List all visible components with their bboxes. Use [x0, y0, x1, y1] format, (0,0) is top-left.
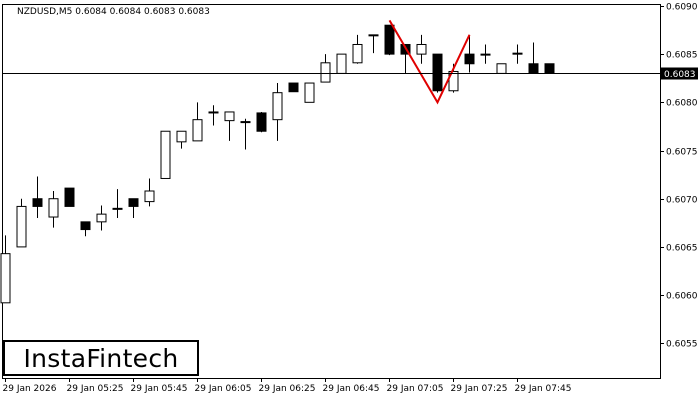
- candle: [304, 82, 315, 103]
- candle: [192, 102, 203, 142]
- candle-body-bull: [176, 130, 187, 143]
- candle: [272, 83, 283, 141]
- plot-frame: [2, 4, 661, 379]
- candle-body-bull: [112, 207, 123, 210]
- candle-body-bull: [224, 111, 235, 122]
- candle: [528, 42, 539, 74]
- candle: [208, 105, 219, 126]
- candle: [320, 54, 331, 83]
- candle-body-bull: [208, 111, 219, 114]
- candle: [64, 187, 75, 207]
- candle-body-bear: [64, 187, 75, 207]
- double-bottom-pattern-line: [388, 19, 471, 105]
- candle-body-bull: [16, 205, 27, 248]
- candle-body-bull: [416, 43, 427, 55]
- candle-body-bull: [160, 130, 171, 179]
- candle: [240, 118, 251, 150]
- candle: [416, 34, 427, 64]
- candle-body-bull: [320, 62, 331, 83]
- x-tick-label: 29 Jan 07:45: [515, 384, 572, 394]
- candle-body-bull: [0, 253, 11, 304]
- candle-body-bull: [368, 34, 379, 37]
- candle: [144, 178, 155, 207]
- x-tick-label: 29 Jan 05:25: [67, 384, 124, 394]
- candle: [160, 130, 171, 179]
- candle-body-bull: [304, 82, 315, 103]
- y-tick-label: 0.6085: [666, 51, 698, 61]
- candle-body-bull: [352, 43, 363, 64]
- candle-body-bull: [480, 53, 491, 56]
- x-tick-label: 29 Jan 2026: [3, 384, 57, 394]
- candle: [224, 111, 235, 141]
- logo-text: InstaFintech: [23, 343, 179, 373]
- candle: [16, 198, 27, 248]
- chart-title: NZDUSD,M5 0.6084 0.6084 0.6083 0.6083: [17, 7, 210, 17]
- candle-body-bear: [32, 198, 43, 207]
- candle: [96, 205, 107, 231]
- x-tick-label: 29 Jan 05:45: [131, 384, 188, 394]
- candle: [496, 63, 507, 74]
- candle: [0, 235, 11, 304]
- candle-body-bull: [512, 52, 523, 55]
- candle: [48, 191, 59, 228]
- candle-body-bear: [384, 24, 395, 55]
- candle-body-bear: [432, 53, 443, 92]
- x-tick-label: 29 Jan 06:25: [259, 384, 316, 394]
- candle: [256, 111, 267, 133]
- candle: [480, 44, 491, 64]
- x-tick-label: 29 Jan 07:05: [387, 384, 444, 394]
- candle-body-bull: [144, 190, 155, 203]
- candle: [512, 44, 523, 64]
- y-tick-label: 0.6080: [666, 99, 698, 109]
- x-tick-label: 29 Jan 06:45: [323, 384, 380, 394]
- y-tick-label: 0.6075: [666, 148, 698, 158]
- current-price-label: 0.6083: [664, 70, 696, 80]
- candle-body-bear: [288, 82, 299, 93]
- candle: [544, 63, 555, 74]
- candle-body-bear: [464, 53, 475, 65]
- candle-body-bull: [272, 92, 283, 121]
- candle-body-bull: [96, 213, 107, 223]
- x-tick-label: 29 Jan 06:05: [195, 384, 252, 394]
- candle-body-bull: [48, 198, 59, 218]
- candle-body-bear: [80, 221, 91, 231]
- candle: [32, 176, 43, 218]
- y-tick-label: 0.6090: [666, 3, 698, 13]
- y-tick-label: 0.6070: [666, 196, 698, 206]
- candle: [384, 24, 395, 56]
- candle: [80, 221, 91, 237]
- candle: [336, 53, 347, 74]
- candle-body-bull: [496, 63, 507, 74]
- y-tick-label: 0.6060: [666, 292, 698, 302]
- candle-body-bull: [448, 70, 459, 92]
- y-tick-label: 0.6055: [666, 340, 698, 350]
- candle-body-bear: [128, 198, 139, 207]
- candle: [128, 198, 139, 218]
- candle-body-bear: [256, 112, 267, 132]
- candle: [352, 34, 363, 64]
- candle-body-bull: [336, 53, 347, 74]
- candle-body-bull: [240, 121, 251, 124]
- candle-body-bear: [544, 63, 555, 74]
- candle-body-bear: [528, 63, 539, 74]
- candle: [368, 34, 379, 54]
- current-price-marker: [661, 67, 698, 80]
- instafintech-logo: InstaFintech: [3, 340, 199, 376]
- candle: [288, 82, 299, 93]
- x-tick-label: 29 Jan 07:25: [451, 384, 508, 394]
- candle: [112, 189, 123, 218]
- candle-body-bull: [192, 119, 203, 142]
- candle: [176, 130, 187, 149]
- y-tick-label: 0.6065: [666, 244, 698, 254]
- candle: [464, 34, 475, 73]
